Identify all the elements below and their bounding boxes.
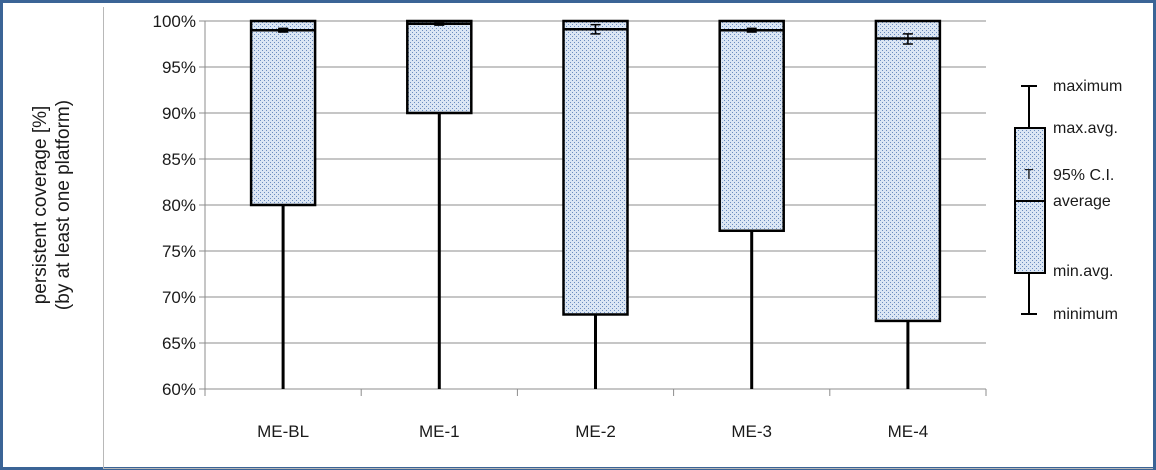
legend-max-avg-label: max.avg. — [1053, 120, 1118, 137]
x-tick-label: ME-1 — [419, 422, 460, 441]
box-me-3 — [718, 19, 785, 389]
box-me-4 — [874, 19, 942, 389]
plot-area — [249, 19, 942, 389]
box — [562, 19, 629, 316]
box — [406, 19, 473, 115]
x-tick-label: ME-3 — [731, 422, 772, 441]
legend-min-avg-label: min.avg. — [1053, 263, 1113, 280]
y-tick-label: 85% — [162, 150, 196, 169]
legend-minimum-label: minimum — [1053, 306, 1118, 323]
legend-average-label: average — [1053, 193, 1111, 210]
y-tick-label: 70% — [162, 288, 196, 307]
y-tick-label: 60% — [162, 380, 196, 399]
x-tick-label: ME-BL — [257, 422, 309, 441]
legend-ci-glyph: T — [1024, 166, 1033, 183]
x-tick-label: ME-4 — [888, 422, 929, 441]
box-me-bl — [249, 19, 317, 389]
y-axis-title: persistent coverage [%] (by at least one… — [30, 100, 74, 310]
x-axis-labels: ME-BL ME-1 ME-2 ME-3 ME-4 — [257, 422, 928, 441]
x-tick-label: ME-2 — [575, 422, 616, 441]
box — [249, 19, 317, 207]
y-axis-title-line2: (by at least one platform) — [53, 100, 74, 310]
box-me-1 — [406, 19, 473, 389]
legend-ci-label: 95% C.I. — [1053, 167, 1114, 184]
y-tick-label: 100% — [153, 12, 196, 31]
inner-border — [103, 7, 1153, 469]
legend-maximum-label: maximum — [1053, 78, 1122, 95]
box — [718, 19, 785, 233]
y-axis: 100% 95% 90% 85% 80% 75% 70% 65% 60% — [153, 12, 987, 399]
y-tick-label: 75% — [162, 242, 196, 261]
box-me-2 — [562, 19, 629, 389]
y-axis-title-line1: persistent coverage [%] — [30, 106, 51, 305]
y-tick-label: 95% — [162, 58, 196, 77]
y-tick-label: 90% — [162, 104, 196, 123]
y-tick-label: 65% — [162, 334, 196, 353]
box — [874, 19, 942, 323]
y-tick-label: 80% — [162, 196, 196, 215]
legend: T maximum max.avg. 95% C.I. average min.… — [1014, 78, 1122, 323]
